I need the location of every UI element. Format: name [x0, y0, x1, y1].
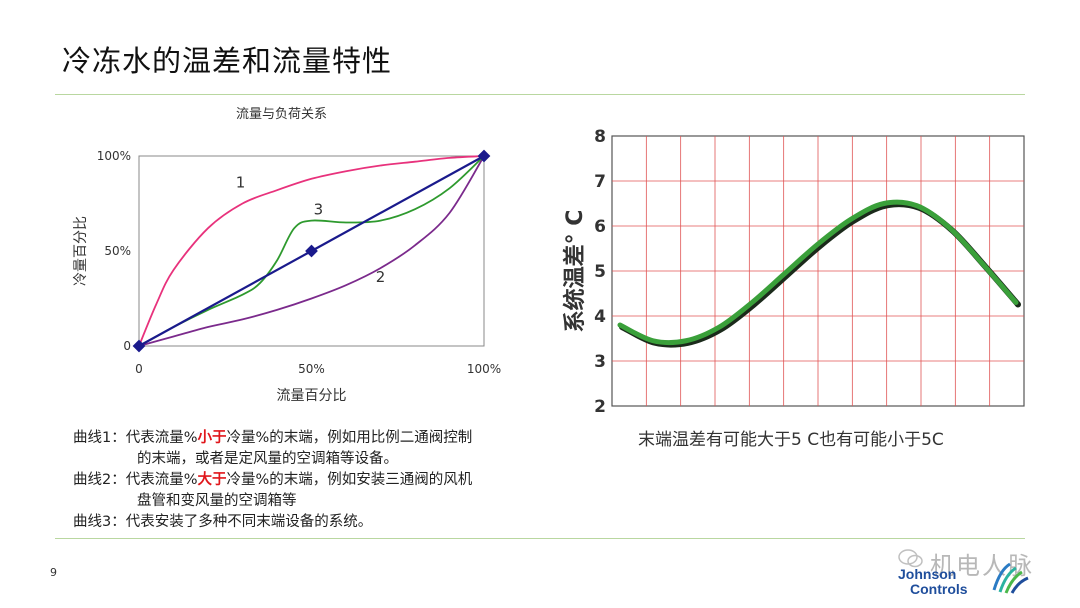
bottom-divider [55, 538, 1025, 539]
highlight-less-than: 小于 [197, 430, 227, 446]
logo-text-controls: Controls [910, 581, 968, 597]
series-line-1 [138, 155, 485, 347]
y-tick-label: 8 [594, 127, 606, 147]
series-line-2 [138, 155, 485, 347]
curve-notes: 曲线1：代表流量%小于冷量%的末端，例如用比例二通阀控制 的末端，或者是定风量的… [73, 428, 593, 533]
y-tick-label: 100% [97, 149, 131, 163]
left-chart: 0 50% 100% 0 50% 100% 流量百分比 冷量百分比 1 2 3 [73, 149, 501, 404]
x-axis-label: 流量百分比 [277, 388, 347, 404]
y-tick-label: 5 [594, 262, 606, 282]
highlight-greater-than: 大于 [197, 472, 227, 488]
series-label-1: 1 [236, 174, 246, 192]
y-tick-label: 3 [594, 352, 606, 372]
y-axis-label: 系统温差° C [562, 210, 588, 333]
series-line-3 [138, 155, 485, 347]
page-number: 9 [50, 566, 57, 579]
note-curve-2: 曲线2：代表流量%大于冷量%的末端，例如安装三通阀的风机 [73, 472, 473, 488]
x-tick-label: 0 [135, 362, 143, 376]
top-divider [55, 94, 1025, 95]
watermark: 机电人脉 [930, 552, 1034, 580]
data-point-marker [477, 149, 491, 163]
series-line [617, 199, 1019, 346]
logo-text-johnson: Johnson [898, 566, 957, 582]
y-axis-label: 冷量百分比 [73, 216, 89, 286]
series-label-3: 3 [314, 201, 324, 219]
y-tick-label: 4 [594, 307, 606, 327]
y-tick-label: 7 [594, 172, 606, 192]
note-curve-1-cont: 的末端，或者是定风量的空调箱等设备。 [137, 451, 398, 467]
logo-swirl-icon [992, 562, 1029, 594]
y-tick-label: 0 [123, 339, 131, 353]
page-title: 冷冻水的温差和流量特性 [62, 44, 393, 78]
right-chart: 2 3 4 5 6 7 8 系统温差° C [562, 127, 1025, 417]
x-tick-label: 50% [298, 362, 325, 376]
series-label-2: 2 [376, 268, 386, 286]
note-curve-1: 曲线1：代表流量%小于冷量%的末端，例如用比例二通阀控制 [73, 430, 473, 446]
wechat-icon [898, 549, 923, 568]
left-chart-title: 流量与负荷关系 [236, 107, 328, 122]
johnson-controls-logo: Johnson Controls [898, 562, 1048, 602]
y-tick-label: 6 [594, 217, 606, 237]
y-tick-label: 50% [104, 244, 131, 258]
note-curve-2-cont: 盘管和变风量的空调箱等 [137, 493, 297, 509]
data-point-marker [132, 339, 146, 353]
note-curve-3: 曲线3：代表安装了多种不同末端设备的系统。 [73, 514, 373, 530]
data-point-marker [305, 244, 318, 258]
right-chart-caption: 末端温差有可能大于5 C也有可能小于5C [638, 430, 944, 450]
y-tick-label: 2 [594, 397, 606, 417]
x-tick-label: 100% [467, 362, 501, 376]
